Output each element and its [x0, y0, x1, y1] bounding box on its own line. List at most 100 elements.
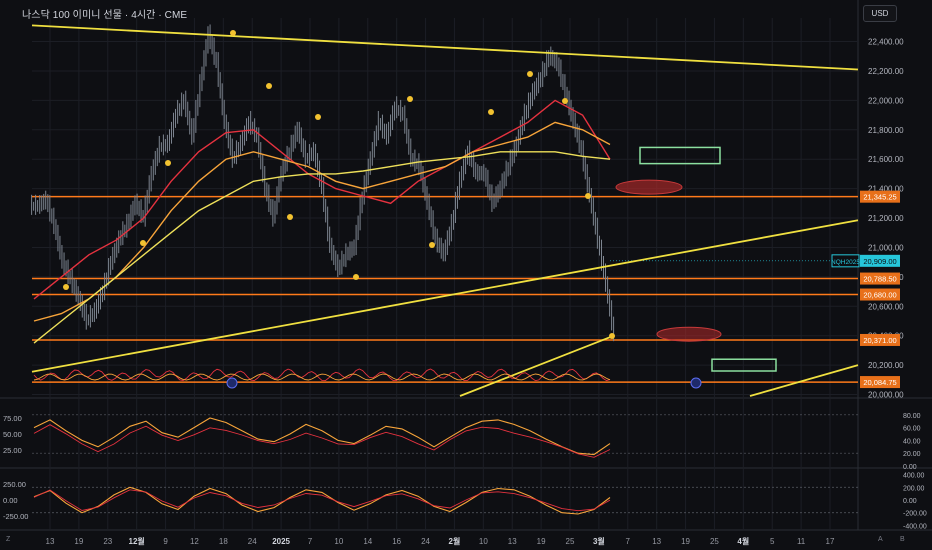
cci-panel-line: [33, 486, 611, 515]
rsi-panel-right-tick: 20.00: [903, 451, 921, 458]
level-price-label: 20,680.00: [863, 291, 896, 300]
x-tick-label: 25: [566, 537, 575, 546]
level-price-label: 21,345.25: [863, 193, 896, 202]
event-marker: [226, 377, 238, 389]
rsi-panel-signal-line: [33, 424, 611, 458]
cci-panel-left-tick: -250.00: [3, 512, 28, 521]
signal-marker: [230, 30, 236, 36]
signal-marker: [407, 96, 413, 102]
x-tick-label: 10: [334, 537, 343, 546]
currency-selector[interactable]: USD: [863, 5, 897, 22]
signal-marker: [527, 71, 533, 77]
cci-panel-left-tick: 250.00: [3, 480, 26, 489]
cci-panel-right-tick: 400.00: [903, 473, 925, 480]
x-tick-label: 24: [248, 537, 257, 546]
rsi-panel-line: [33, 417, 611, 456]
signal-marker: [353, 274, 359, 280]
level-price-tag: [860, 333, 900, 346]
x-tick-label: 7: [308, 537, 313, 546]
price-tick-label: 22,000.00: [868, 96, 904, 105]
price-tick-label: 21,200.00: [868, 214, 904, 223]
zone-ellipse: [615, 179, 683, 195]
x-tick-label: 3월: [593, 536, 605, 546]
x-tick-label: 25: [710, 537, 719, 546]
x-tick-label: 12: [190, 537, 199, 546]
price-tick-label: 20,000.00: [868, 391, 904, 400]
price-tick-label: 20,200.00: [868, 361, 904, 370]
cci-panel-right-tick: 0.00: [903, 498, 917, 505]
signal-marker: [266, 83, 272, 89]
event-marker: [690, 377, 702, 389]
ma-red-line: [33, 99, 611, 300]
cci-panel-right-tick: 200.00: [903, 485, 925, 492]
price-tick-label: 21,600.00: [868, 155, 904, 164]
x-tick-label: 23: [103, 537, 112, 546]
rsi-panel-right-tick: 60.00: [903, 426, 921, 433]
price-tick-label: 22,200.00: [868, 67, 904, 76]
x-tick-label: 19: [74, 537, 83, 546]
x-tick-label: 13: [652, 537, 661, 546]
target-box: [711, 358, 777, 372]
price-tick-label: 21,800.00: [868, 126, 904, 135]
price-tick-label: 21,000.00: [868, 243, 904, 252]
signal-marker: [287, 214, 293, 220]
signal-marker: [609, 333, 615, 339]
x-tick-label: 2월: [449, 536, 461, 546]
cci-panel-right-tick: -200.00: [903, 511, 927, 518]
x-tick-label: 2025: [272, 537, 290, 546]
cci-panel-right-tick: -400.00: [903, 523, 927, 530]
price-tick-label: 21,400.00: [868, 185, 904, 194]
price-tick-label: 22,400.00: [868, 38, 904, 47]
x-tick-label: 12월: [129, 536, 145, 546]
upper-trendline: [31, 24, 859, 71]
rsi-panel-right-tick: 0.00: [903, 464, 917, 471]
signal-marker: [585, 193, 591, 199]
signal-marker: [488, 109, 494, 115]
current-price-tag: [860, 254, 900, 267]
x-tick-label: 19: [537, 537, 546, 546]
level-price-tag: [860, 272, 900, 285]
x-tick-label: 14: [363, 537, 372, 546]
level-price-label: 20,788.50: [863, 275, 896, 284]
level-price-tag: [860, 190, 900, 203]
x-tick-label: 4월: [737, 536, 749, 546]
rsi-panel-right-tick: 80.00: [903, 413, 921, 420]
signal-marker: [429, 242, 435, 248]
corner-label-log[interactable]: B: [900, 536, 905, 543]
chart-title: 나스닥 100 이미니 선물 · 4시간 · CME: [22, 10, 188, 21]
x-tick-label: 11: [797, 537, 806, 546]
level-price-label: 20,084.75: [863, 378, 896, 387]
rsi-panel-left-tick: 50.00: [3, 430, 22, 439]
x-tick-label: 24: [421, 537, 430, 546]
zone-ellipse: [656, 326, 722, 342]
x-tick-label: 16: [392, 537, 401, 546]
corner-label-auto[interactable]: A: [878, 536, 883, 543]
rising-trendline: [31, 219, 859, 373]
rsi-panel-left-tick: 25.00: [3, 446, 22, 455]
x-tick-label: 19: [681, 537, 690, 546]
x-tick-label: 17: [826, 537, 835, 546]
cci-panel-signal-line: [33, 489, 611, 512]
corner-label-left[interactable]: Z: [6, 536, 11, 543]
level-price-tag: [860, 376, 900, 389]
signal-marker: [140, 240, 146, 246]
level-price-label: 20,371.00: [863, 336, 896, 345]
x-tick-label: 13: [508, 537, 517, 546]
ribbon-line: [33, 368, 611, 382]
current-price-label: 20,909.00: [863, 257, 896, 266]
x-tick-label: 10: [479, 537, 488, 546]
signal-marker: [562, 98, 568, 104]
x-tick-label: 7: [626, 537, 631, 546]
signal-marker: [63, 284, 69, 290]
x-tick-label: 5: [770, 537, 775, 546]
x-tick-label: 13: [46, 537, 55, 546]
lower-trendline-right: [749, 364, 859, 397]
price-tick-label: 20,600.00: [868, 302, 904, 311]
x-tick-label: 9: [163, 537, 168, 546]
level-price-tag: [860, 288, 900, 301]
x-tick-label: 18: [219, 537, 228, 546]
rsi-panel-left-tick: 75.00: [3, 414, 22, 423]
lower-trendline: [459, 336, 611, 397]
rsi-panel-right-tick: 40.00: [903, 438, 921, 445]
